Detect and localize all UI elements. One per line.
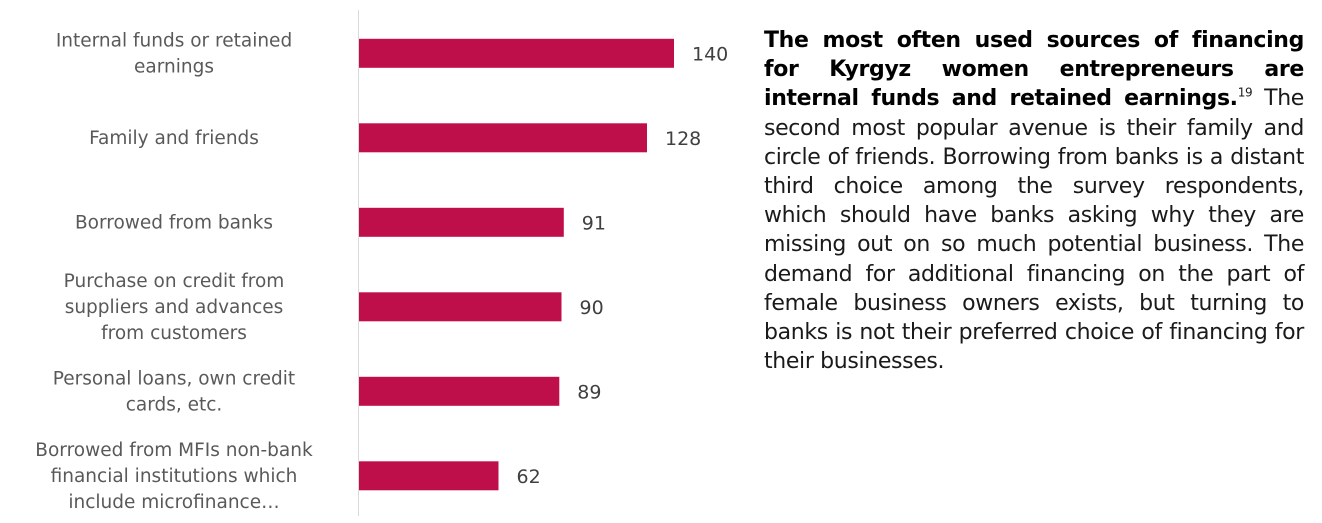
category-label-line: Borrowed from MFIs non-bank: [35, 440, 313, 461]
category-label-line: include microfinance…: [68, 492, 279, 513]
category-label-line: suppliers and advances: [65, 297, 284, 318]
category-label-line: Personal loans, own credit: [53, 368, 295, 389]
category-label-line: Family and friends: [89, 128, 259, 149]
category-label-6: Borrowed from MFIs non-bank financial ins…: [35, 440, 313, 513]
category-label-line: financial institutions which: [51, 466, 298, 487]
category-label-line: from customers: [101, 323, 247, 344]
body-text: The second most popular avenue is their …: [764, 86, 1304, 375]
bar-6: [359, 461, 499, 491]
category-label-line: Borrowed from banks: [75, 212, 273, 233]
category-label-line: Internal funds or retained: [56, 30, 292, 51]
category-label-line: Purchase on credit from: [64, 271, 285, 292]
bar-5: [359, 376, 560, 406]
bar-chart: Internal funds or retained earnings Family…: [35, 10, 728, 516]
data-label-6: 62: [517, 466, 541, 488]
data-label-3: 91: [582, 212, 606, 234]
footnote-marker: 19: [1237, 86, 1253, 101]
bar-4: [359, 292, 562, 322]
data-label-1: 140: [692, 43, 728, 65]
bar-1: [359, 38, 674, 68]
data-label-4: 90: [580, 297, 604, 319]
data-label-5: 89: [577, 381, 601, 403]
narrative-paragraph: The most often used sources of financing…: [764, 26, 1304, 376]
bar-2: [359, 123, 647, 153]
category-label-5: Personal loans, own credit cards, etc.: [53, 368, 295, 415]
category-label-line: earnings: [134, 56, 214, 77]
data-label-2: 128: [665, 128, 701, 150]
category-label-3: Borrowed from banks: [75, 212, 273, 233]
category-label-2: Family and friends: [89, 128, 259, 149]
category-label-1: Internal funds or retained earnings: [56, 30, 292, 77]
bar-3: [359, 207, 564, 237]
category-label-4: Purchase on credit from suppliers and adv…: [64, 271, 285, 344]
lead-sentence: The most often used sources of financing…: [764, 28, 1304, 112]
category-label-line: cards, etc.: [126, 394, 223, 415]
